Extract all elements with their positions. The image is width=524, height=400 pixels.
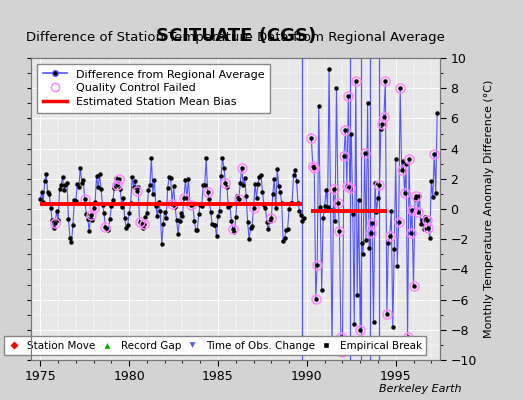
Text: Berkeley Earth: Berkeley Earth [379, 384, 461, 394]
Legend: Station Move, Record Gap, Time of Obs. Change, Empirical Break: Station Move, Record Gap, Time of Obs. C… [4, 336, 427, 355]
Title: SCITUATE (CGS): SCITUATE (CGS) [156, 27, 316, 45]
Y-axis label: Monthly Temperature Anomaly Difference (°C): Monthly Temperature Anomaly Difference (… [484, 80, 494, 338]
Text: Difference of Station Temperature Data from Regional Average: Difference of Station Temperature Data f… [26, 32, 445, 44]
